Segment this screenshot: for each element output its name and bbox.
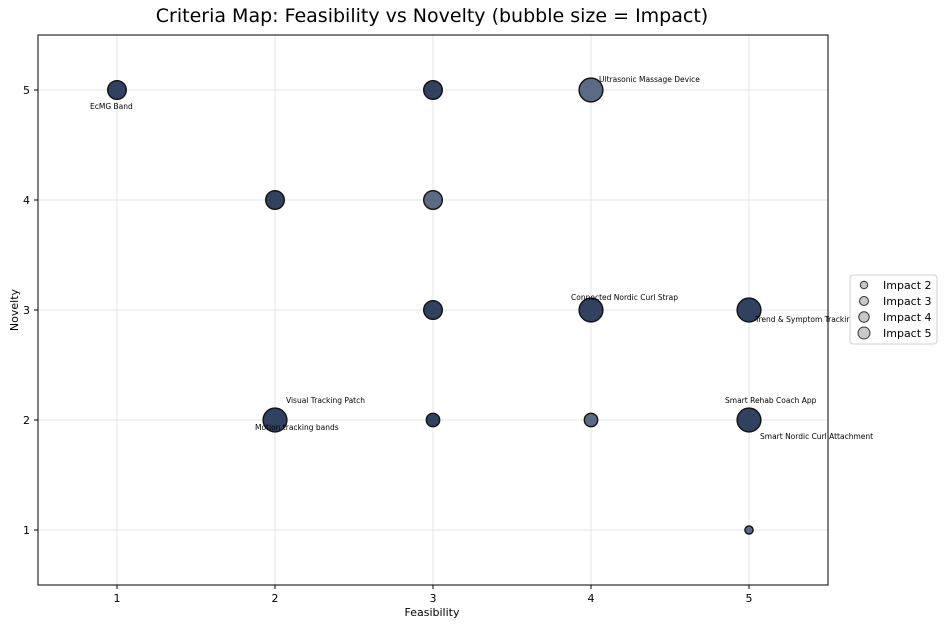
legend-box (849, 274, 938, 345)
data-bubble (425, 412, 441, 428)
data-bubble (262, 407, 288, 433)
data-bubble (578, 297, 604, 323)
bubble-layer (106, 77, 762, 535)
annotation-label: Motion tracking bands (255, 423, 339, 432)
data-bubble (736, 297, 762, 323)
y-tick-label: 1 (23, 524, 30, 537)
y-tick-label: 3 (23, 304, 30, 317)
x-axis: 1 2 3 4 5 (114, 585, 753, 605)
annotation-layer: EcMG Band Ultrasonic Massage Device Connec… (90, 75, 873, 441)
legend-marker (858, 311, 870, 323)
x-tick-label: 1 (114, 592, 121, 605)
legend-marker (859, 296, 869, 306)
legend-label: Impact 4 (883, 311, 932, 324)
legend-label: Impact 5 (883, 327, 932, 340)
x-tick-label: 5 (746, 592, 753, 605)
data-bubble (736, 407, 762, 433)
data-bubble (583, 412, 599, 428)
data-bubble (423, 189, 444, 210)
annotation-label: Visual Tracking Patch (286, 396, 365, 405)
legend: Impact 2 Impact 3 Impact 4 Impact 5 (849, 274, 938, 345)
annotation-label: Ultrasonic Massage Device (599, 75, 700, 84)
legend-label: Impact 2 (883, 279, 932, 292)
annotation-label: Trend & Symptom Tracking (754, 315, 856, 324)
annotation-label: Connected Nordic Curl Strap (571, 293, 678, 302)
annotation-label: Smart Rehab Coach App (725, 396, 817, 405)
data-bubble (423, 300, 444, 321)
y-axis-label: Novelty (8, 288, 21, 331)
data-bubble (265, 189, 286, 210)
x-tick-label: 4 (588, 592, 595, 605)
data-bubble (744, 525, 754, 535)
y-tick-label: 4 (23, 194, 30, 207)
chart-title: Criteria Map: Feasibility vs Novelty (bu… (156, 5, 708, 27)
data-bubble (578, 77, 604, 103)
legend-marker (857, 326, 871, 340)
x-tick-label: 3 (430, 592, 437, 605)
y-tick-label: 2 (23, 414, 30, 427)
legend-label: Impact 3 (883, 295, 932, 308)
x-tick-label: 2 (272, 592, 279, 605)
annotation-label: EcMG Band (90, 102, 133, 111)
y-tick-label: 5 (23, 84, 30, 97)
y-axis: 1 2 3 4 5 (23, 84, 38, 537)
annotation-label: Smart Nordic Curl Attachment (760, 432, 873, 441)
x-axis-label: Feasibility (405, 606, 460, 619)
legend-marker (859, 280, 869, 290)
data-bubble (106, 79, 127, 100)
data-bubble (423, 79, 444, 100)
